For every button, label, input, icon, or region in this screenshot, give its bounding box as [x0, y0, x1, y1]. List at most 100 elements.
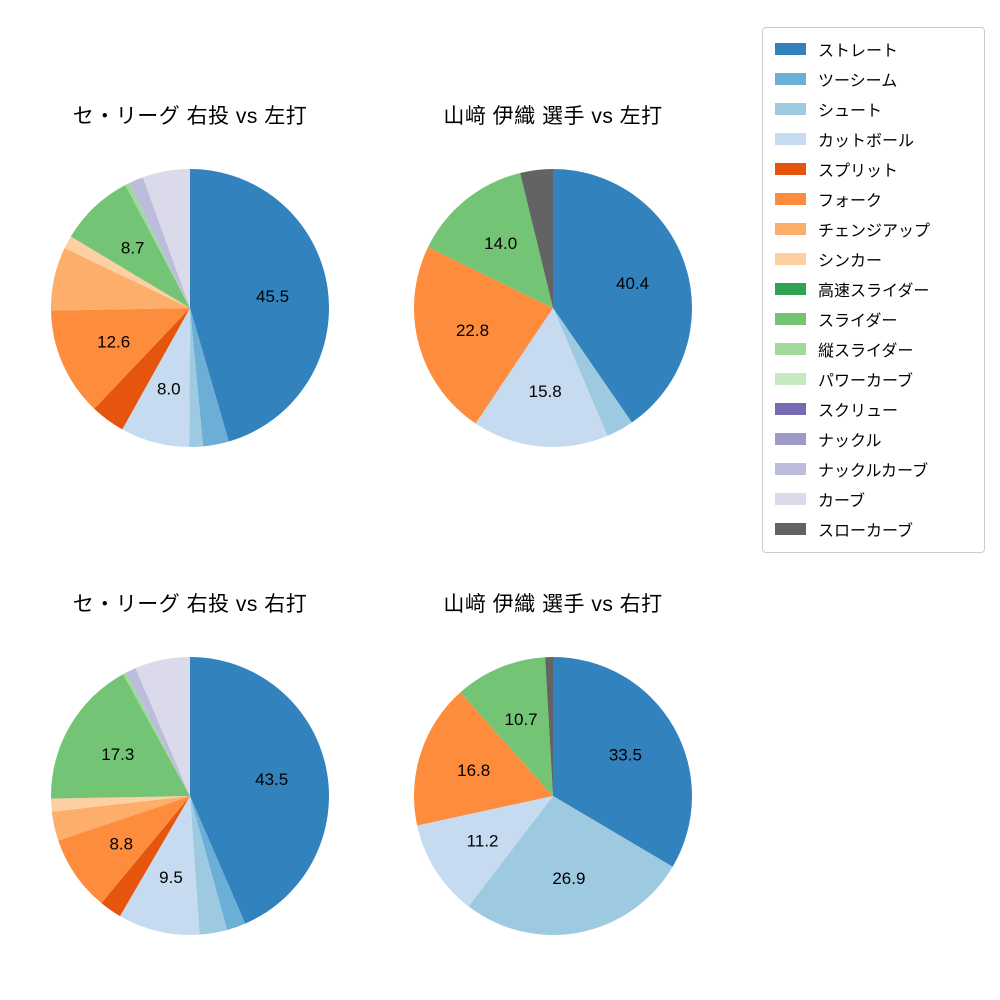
pie-slice-スプリット	[94, 308, 190, 430]
pie-chart-player-vs-left: 40.4 15.8 22.8 14.0	[413, 169, 692, 447]
legend-label: スローカーブ	[818, 523, 914, 540]
legend-swatch	[775, 253, 806, 265]
pie-slice-スライダー	[50, 674, 190, 799]
pie-title-league-vs-right: セ・リーグ 右投 vs 右打	[72, 593, 308, 616]
pie-slice-カーブ	[142, 169, 190, 308]
pie-value-label: 11.2	[467, 832, 499, 851]
legend-label: ストレート	[818, 43, 899, 60]
legend-label: チェンジアップ	[818, 223, 931, 240]
pie-value-label: 15.8	[529, 382, 562, 401]
pie-slice-カットボール	[417, 796, 553, 907]
legend-swatch	[775, 373, 806, 385]
legend-label: パワーカーブ	[818, 373, 914, 390]
legend-item: スローカーブ	[775, 514, 984, 544]
pie-slice-ツーシーム	[190, 796, 246, 930]
legend-swatch	[775, 283, 806, 295]
pie-slice-スライダー	[70, 184, 190, 308]
legend-item: ナックル	[775, 424, 984, 454]
legend-swatch	[775, 163, 806, 175]
pie-slice-カーブ	[135, 657, 190, 796]
legend-item: 縦スライダー	[775, 334, 984, 364]
legend-swatch	[775, 433, 806, 445]
pie-slice-チェンジアップ	[51, 796, 190, 841]
legend-label: スクリュー	[818, 403, 899, 420]
pie-chart-league-vs-left: 45.5 8.0 12.6 8.7	[50, 169, 329, 448]
pie-slice-スライダー	[460, 657, 553, 796]
legend-box: ストレートツーシームシュートカットボール スプリットフォークチェンジアップシンカー…	[762, 27, 985, 553]
pie-value-label: 26.9	[552, 869, 585, 888]
pie-title-player-vs-left: 山﨑 伊織 選手 vs 左打	[443, 105, 663, 128]
legend-item: カットボール	[775, 124, 984, 154]
pie-slice-フォーク	[51, 308, 190, 409]
pie-slice-スローカーブ	[520, 169, 553, 308]
pie-title-player-vs-right: 山﨑 伊織 選手 vs 右打	[443, 593, 663, 616]
legend-label: フォーク	[818, 193, 883, 210]
pie-slice-シンカー	[64, 236, 190, 308]
pie-value-label: 12.6	[97, 333, 130, 352]
pie-slice-フォーク	[413, 692, 553, 826]
pie-slice-シンカー	[51, 796, 190, 812]
legend-swatch	[775, 403, 806, 415]
legend-label: カットボール	[818, 133, 915, 150]
pie-slice-ナックルカーブ	[129, 177, 190, 308]
pie-slice-ツーシーム	[190, 308, 229, 447]
pie-slice-スライダー	[427, 172, 553, 308]
pie-slice-チェンジアップ	[50, 248, 191, 311]
legend-swatch	[775, 193, 806, 205]
legend-item: ナックルカーブ	[775, 454, 984, 484]
legend-item: 高速スライダー	[775, 274, 984, 304]
pie-slice-シュート	[189, 308, 204, 448]
pie-slice-ナックルカーブ	[126, 668, 190, 796]
pie-value-label: 8.7	[121, 238, 145, 257]
legend-item: フォーク	[775, 184, 984, 214]
legend-item: シンカー	[775, 244, 984, 274]
pie-slice-フォーク	[413, 247, 553, 424]
legend-item: スクリュー	[775, 394, 984, 424]
legend-swatch	[775, 73, 806, 85]
legend-item: シュート	[775, 94, 984, 124]
legend-label: カーブ	[818, 493, 866, 510]
legend-item: ツーシーム	[775, 64, 984, 94]
pie-value-label: 33.5	[609, 746, 642, 765]
pie-slice-ストレート	[553, 169, 692, 423]
pie-value-label: 8.8	[109, 834, 133, 853]
legend-label: ナックルカーブ	[818, 463, 929, 480]
legend-swatch	[775, 463, 806, 475]
legend-label: スプリット	[818, 163, 899, 180]
pie-slice-縦スライダー	[125, 182, 190, 308]
pie-slice-スプリット	[101, 796, 190, 917]
pie-slice-スローカーブ	[545, 657, 553, 796]
legend-label: スライダー	[818, 313, 898, 330]
legend-item: スライダー	[775, 304, 984, 334]
legend-label: ツーシーム	[818, 73, 898, 90]
pie-value-label: 10.7	[505, 710, 538, 729]
legend-swatch	[775, 103, 806, 115]
pie-value-label: 17.3	[101, 745, 134, 764]
pie-slice-ストレート	[553, 657, 692, 867]
legend-swatch	[775, 133, 806, 145]
legend-label: 縦スライダー	[818, 343, 914, 360]
pie-slice-縦スライダー	[123, 672, 190, 796]
legend-item: ストレート	[775, 34, 984, 64]
legend-label: 高速スライダー	[818, 283, 930, 300]
legend-swatch	[775, 223, 806, 235]
pie-value-label: 45.5	[256, 287, 289, 306]
pie-value-label: 8.0	[157, 380, 181, 399]
legend-swatch	[775, 523, 806, 535]
pie-title-league-vs-left: セ・リーグ 右投 vs 左打	[72, 105, 308, 128]
legend-swatch	[775, 313, 806, 325]
legend-swatch	[775, 43, 806, 55]
pie-chart-league-vs-right: 43.5 9.5 8.8 17.3	[50, 657, 330, 936]
pie-slice-カットボール	[122, 308, 190, 447]
legend-item: スプリット	[775, 154, 984, 184]
pie-value-label: 43.5	[255, 770, 288, 789]
legend-item: チェンジアップ	[775, 214, 984, 244]
pie-value-label: 14.0	[484, 234, 517, 253]
pie-slice-シュート	[190, 796, 228, 935]
pie-slice-ストレート	[190, 169, 329, 442]
pie-slice-ストレート	[190, 657, 330, 924]
legend-label: シュート	[818, 103, 883, 120]
pie-value-label: 9.5	[159, 868, 183, 887]
legend-swatch	[775, 343, 806, 355]
